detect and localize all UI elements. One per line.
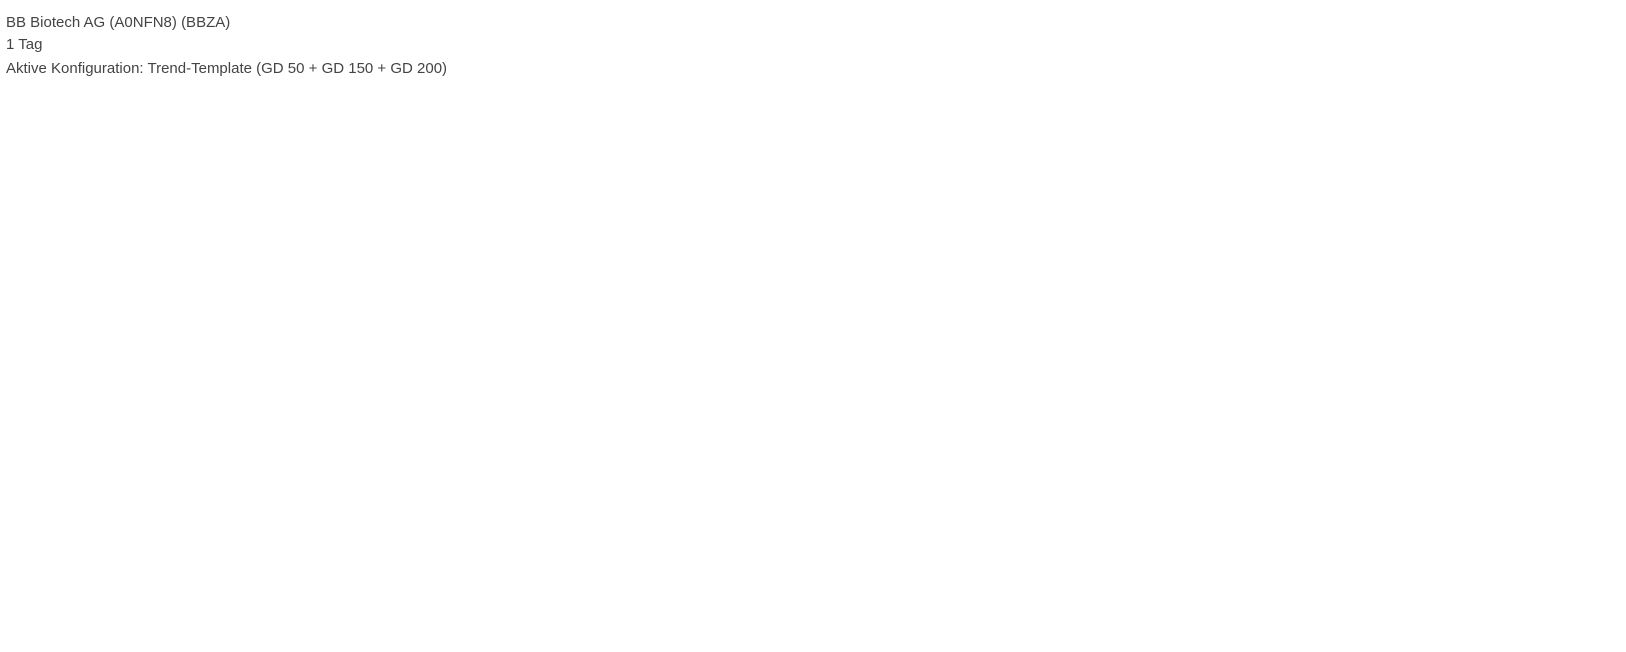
chart-title: BB Biotech AG (A0NFN8) (BBZA) — [6, 14, 230, 31]
legend: BB Biotech AG (A0NFN8) (BBZA) 1 Tag Akti… — [6, 14, 447, 77]
configuration: Aktive Konfiguration: Trend-Template (GD… — [6, 60, 447, 77]
subtitle: 1 Tag — [6, 36, 42, 53]
